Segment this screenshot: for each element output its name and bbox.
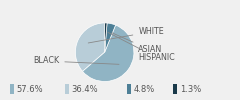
Text: HISPANIC: HISPANIC <box>108 32 175 62</box>
Text: 36.4%: 36.4% <box>72 84 98 94</box>
Wedge shape <box>83 25 134 82</box>
Text: 1.3%: 1.3% <box>180 84 201 94</box>
Wedge shape <box>75 23 105 71</box>
Text: BLACK: BLACK <box>33 56 119 66</box>
Text: 4.8%: 4.8% <box>134 84 155 94</box>
Wedge shape <box>105 23 107 52</box>
Text: WHITE: WHITE <box>88 27 164 43</box>
Text: 57.6%: 57.6% <box>17 84 43 94</box>
Text: ASIAN: ASIAN <box>112 33 162 54</box>
Wedge shape <box>105 23 116 52</box>
